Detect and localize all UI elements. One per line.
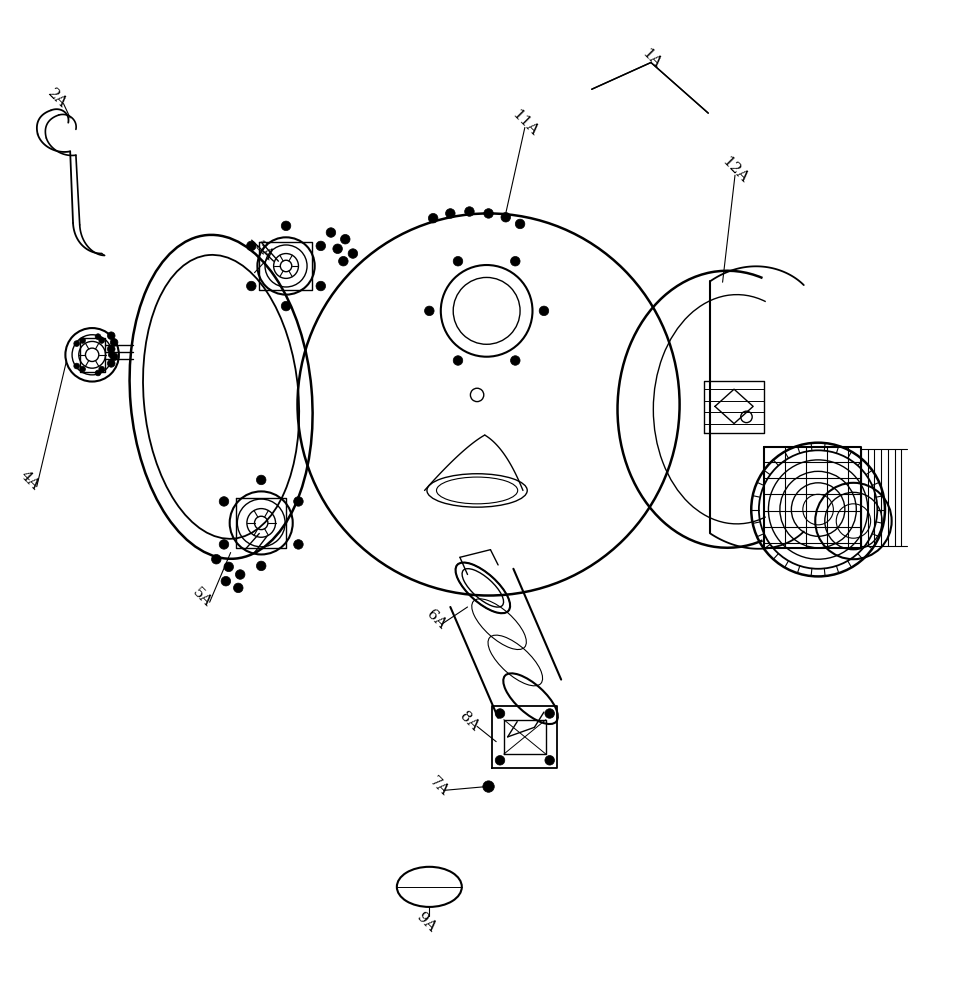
Circle shape [221,576,231,586]
Circle shape [74,363,80,369]
Circle shape [95,334,101,340]
Circle shape [453,256,463,266]
Text: 1A: 1A [639,46,663,71]
Circle shape [316,281,326,291]
Circle shape [424,306,434,316]
Circle shape [515,219,525,229]
Circle shape [107,360,115,367]
Circle shape [484,209,493,218]
Circle shape [340,234,350,244]
Text: 7A: 7A [426,774,451,799]
Circle shape [99,338,104,343]
Circle shape [80,366,85,372]
Text: 11A: 11A [509,107,540,138]
Circle shape [219,540,229,549]
Circle shape [246,281,256,291]
Circle shape [110,339,118,346]
Circle shape [326,228,335,237]
Circle shape [483,781,494,792]
Circle shape [511,356,520,365]
Circle shape [95,370,101,376]
Circle shape [465,207,474,216]
Circle shape [99,366,104,372]
Circle shape [234,583,243,593]
Circle shape [511,256,520,266]
Circle shape [246,241,256,251]
Circle shape [108,352,114,358]
Text: 9A: 9A [414,910,439,934]
Circle shape [107,345,115,353]
Circle shape [212,554,221,564]
Circle shape [741,411,752,423]
Circle shape [80,338,85,343]
Circle shape [348,249,357,258]
Text: 6A: 6A [423,607,448,632]
Circle shape [445,209,455,218]
Circle shape [257,561,266,571]
Circle shape [257,475,266,485]
Text: 4A: 4A [18,469,42,493]
Circle shape [107,332,115,340]
Circle shape [453,356,463,365]
Circle shape [545,709,555,718]
Circle shape [74,341,80,346]
Circle shape [236,570,245,579]
Circle shape [338,256,348,266]
Circle shape [282,301,291,311]
Circle shape [282,221,291,231]
Circle shape [545,756,555,765]
Circle shape [428,213,438,223]
Circle shape [224,562,234,572]
Circle shape [294,540,304,549]
Circle shape [332,244,342,254]
Circle shape [470,388,484,402]
Circle shape [219,497,229,506]
Text: 3A: 3A [252,239,276,264]
Circle shape [110,353,118,361]
Circle shape [316,241,326,251]
Circle shape [294,497,304,506]
Text: 8A: 8A [457,709,482,734]
Circle shape [539,306,549,316]
Text: 12A: 12A [719,155,751,186]
Circle shape [495,709,505,718]
Text: 5A: 5A [190,585,215,610]
Circle shape [501,212,511,222]
Text: 2A: 2A [44,87,69,111]
Circle shape [495,756,505,765]
